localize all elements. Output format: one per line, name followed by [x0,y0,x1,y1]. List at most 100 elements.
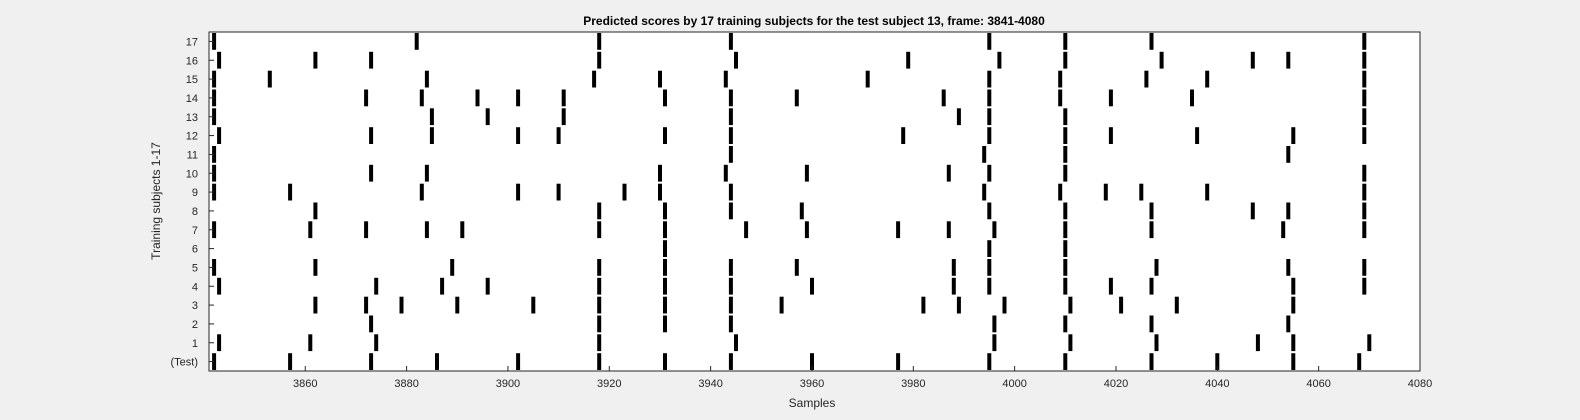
y-tick-label: 17 [186,36,198,48]
event-mark [982,146,987,163]
event-mark [728,183,733,201]
event-mark [1149,277,1154,295]
event-mark [597,334,602,352]
x-tick-label: 4020 [1104,378,1128,390]
event-mark [987,127,992,144]
event-mark [1362,202,1367,220]
event-mark [663,240,667,257]
event-mark [516,353,521,370]
event-mark [992,221,997,239]
y-tick-label: 8 [192,206,198,218]
event-mark [419,89,424,107]
event-mark [369,164,374,182]
event-mark [212,183,217,201]
event-mark [1362,127,1367,144]
event-mark [308,334,313,352]
event-mark [1159,51,1164,69]
y-tick-label: 5 [192,262,198,274]
event-mark [1144,70,1149,88]
event-mark [658,164,662,182]
event-mark [450,259,455,276]
event-mark [1286,51,1291,69]
event-mark [1149,202,1154,220]
y-tick-label: 6 [192,244,198,256]
y-tick-label: 14 [186,93,198,105]
event-mark [956,108,961,126]
event-mark [364,89,369,107]
y-tick-label: 12 [186,131,198,143]
event-mark [212,33,217,50]
x-tick-label: 3960 [800,378,824,390]
event-mark [794,89,799,107]
event-mark [728,202,733,220]
event-mark [987,33,992,50]
event-mark [1149,33,1154,50]
event-mark [1250,202,1255,220]
event-mark [1205,183,1210,201]
event-mark [1291,334,1296,352]
event-mark [622,183,627,201]
event-mark [516,127,521,144]
event-mark [561,89,566,107]
event-mark [658,70,662,88]
y-tick-label: 9 [192,187,198,199]
event-mark [1139,183,1144,201]
x-tick-label: 4060 [1306,378,1330,390]
event-mark [997,51,1002,69]
event-mark [1286,315,1291,333]
x-tick-label: 3920 [597,378,621,390]
event-mark [475,89,480,107]
event-mark [956,296,961,314]
event-mark [1367,334,1372,352]
event-mark [1068,296,1073,314]
event-mark [1281,221,1286,239]
event-mark [1063,240,1068,257]
event-mark [1119,296,1124,314]
event-mark [369,315,374,333]
plot-area [209,32,1420,371]
event-mark [1250,51,1255,69]
x-tick-label: 3860 [293,378,317,390]
event-mark [429,127,434,144]
y-tick-label: 13 [186,112,198,124]
event-mark [1149,353,1154,370]
event-mark [419,183,424,201]
event-mark [1362,183,1367,201]
event-mark [429,108,434,126]
event-mark [663,277,667,295]
x-tick-label: 3980 [901,378,925,390]
event-mark [799,202,804,220]
event-mark [561,108,566,126]
event-mark [810,353,814,370]
y-tick-label: (Test) [171,357,199,369]
y-tick-label: 4 [192,281,198,293]
event-mark [723,164,728,182]
event-mark [865,70,870,88]
event-mark [987,259,992,276]
event-mark [734,51,738,69]
x-axis-label: Samples [789,396,836,410]
event-mark [744,221,749,239]
event-mark [663,127,667,144]
event-mark [1002,296,1007,314]
event-mark [267,70,272,88]
event-mark [485,277,490,295]
event-mark [987,70,992,88]
event-mark [1286,259,1291,276]
raster-marks [212,33,1372,370]
event-mark [728,127,733,144]
event-mark [901,127,906,144]
event-mark [921,296,926,314]
event-mark [424,164,429,182]
y-tick-label: 1 [192,338,198,350]
event-mark [1362,70,1367,88]
event-mark [1362,33,1367,50]
event-mark [1063,146,1068,163]
event-mark [288,353,293,370]
event-mark [597,315,602,333]
event-mark [1291,277,1296,295]
event-mark [658,183,662,201]
event-mark [728,353,733,370]
event-mark [369,51,374,69]
